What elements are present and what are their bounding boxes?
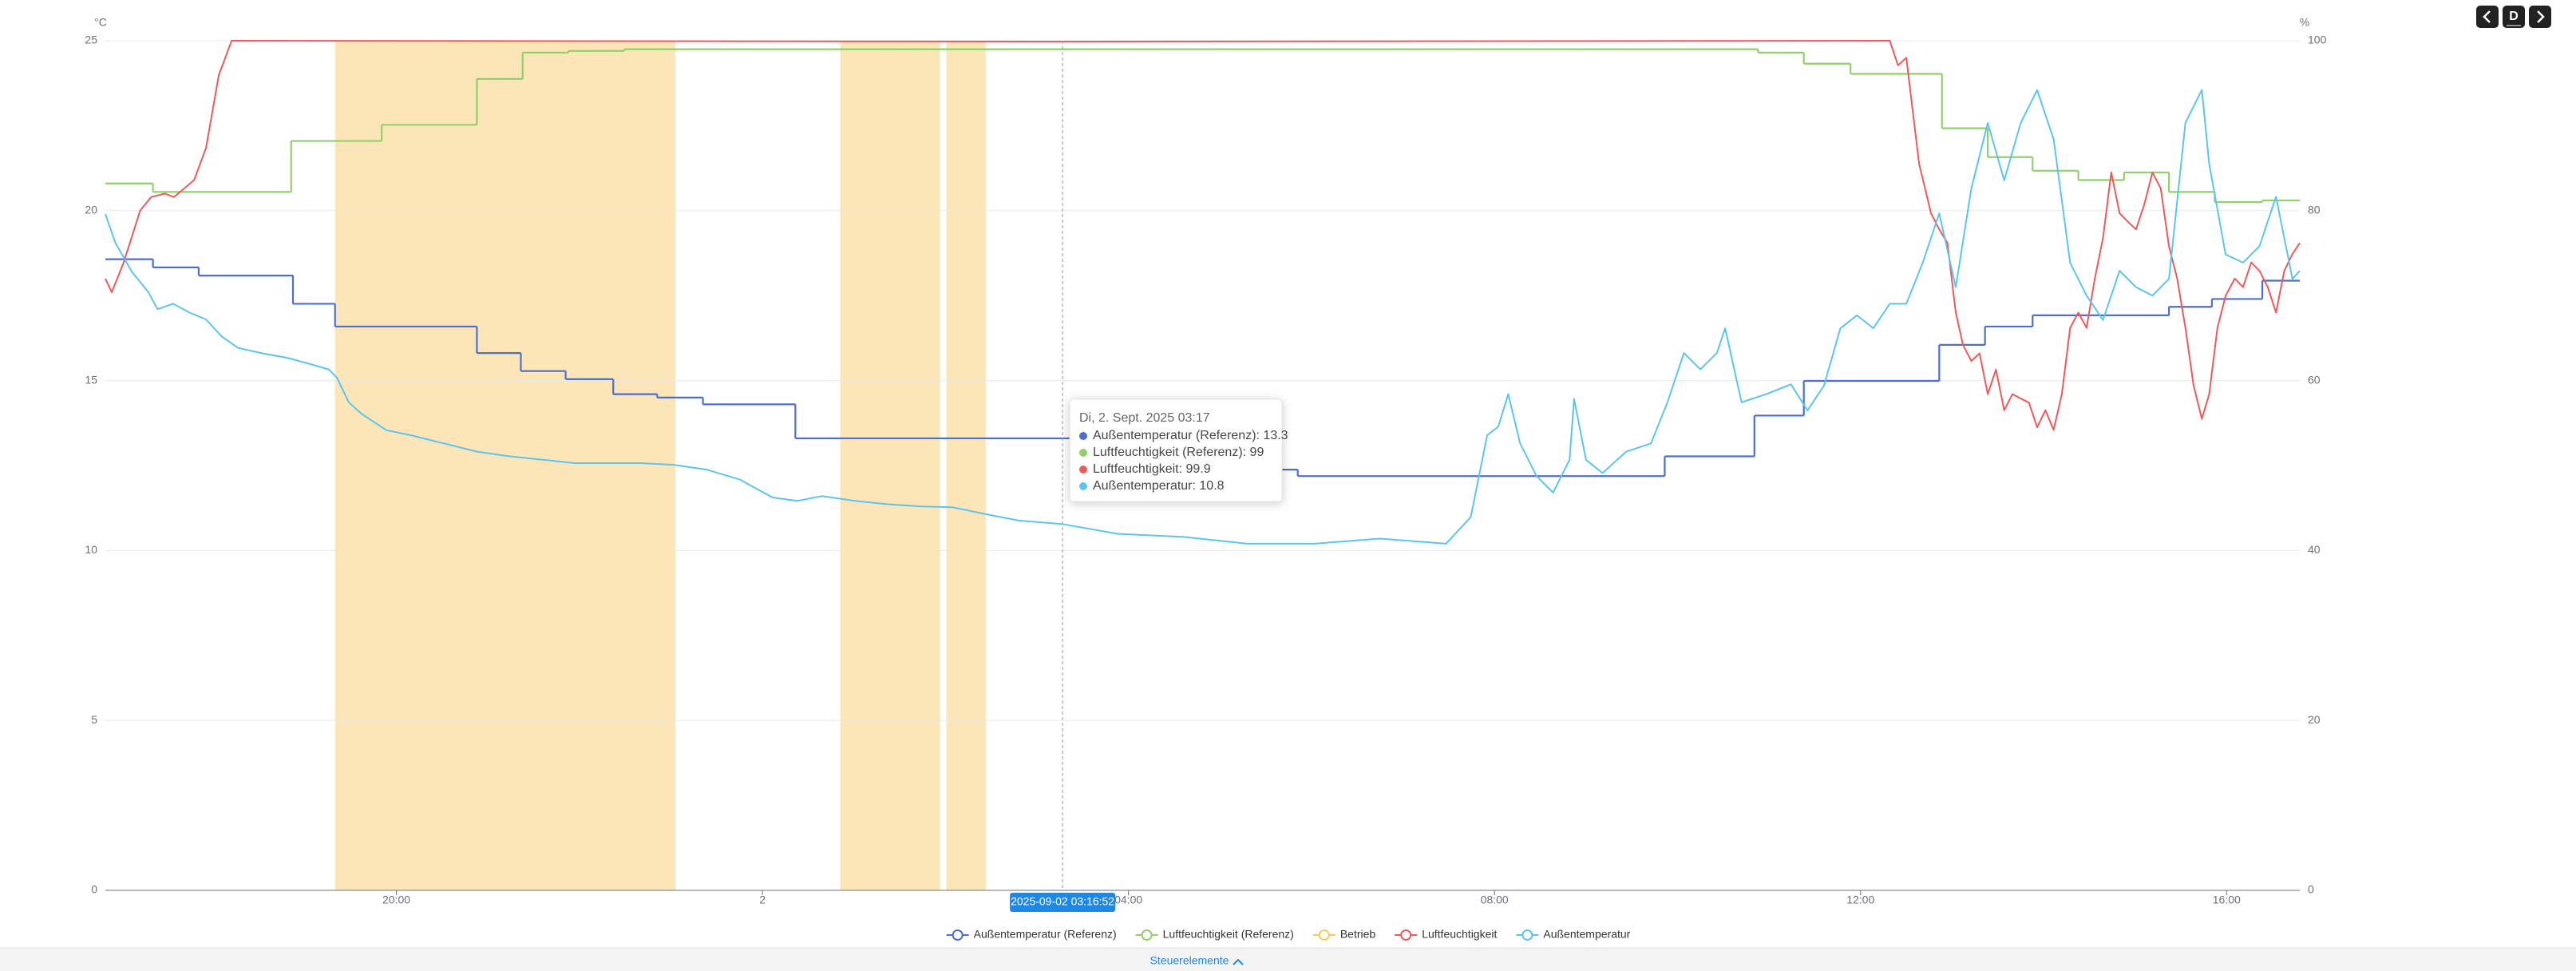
legend-icon-dot	[952, 929, 964, 941]
range-button[interactable]	[2503, 6, 2525, 28]
tooltip-dot	[1079, 449, 1087, 457]
legend-icon-dot	[1141, 929, 1153, 941]
prev-button[interactable]	[2476, 6, 2499, 28]
prev-icon	[2483, 10, 2491, 23]
legend-item[interactable]: Luftfeuchtigkeit	[1395, 928, 1497, 941]
series-line	[105, 89, 2301, 545]
tooltip-item: Luftfeuchtigkeit: 99.9	[1093, 462, 1211, 476]
crosshair-label: 2025-09-02 03:16:52	[1011, 895, 1114, 908]
tooltip-item: Außentemperatur (Referenz): 13.3	[1093, 429, 1288, 442]
y2-unit: %	[2300, 16, 2309, 29]
nav-controls: D	[2476, 6, 2551, 28]
x-tick-label: 20:00	[382, 894, 410, 906]
y2-tick-label: 40	[2308, 543, 2321, 556]
legend-item[interactable]: Betrieb	[1312, 928, 1376, 941]
x-tick-label: 08:00	[1481, 894, 1509, 906]
x-tick-label: 04:00	[1114, 894, 1142, 906]
legend-label: Luftfeuchtigkeit	[1422, 928, 1497, 941]
y2-tick-label: 20	[2308, 713, 2321, 726]
tooltip-dot	[1079, 482, 1087, 490]
tooltip-dot	[1079, 466, 1087, 474]
y-tick-label: 20	[85, 204, 97, 216]
legend-icon-dot	[1400, 929, 1412, 941]
legend-item[interactable]: Luftfeuchtigkeit (Referenz)	[1135, 928, 1294, 941]
series-line	[105, 40, 2301, 431]
y2-tick-label: 60	[2308, 373, 2321, 386]
footer-label[interactable]: Steuerelemente	[1150, 954, 1229, 967]
operation-band	[334, 41, 676, 890]
footer-bar	[0, 948, 2576, 971]
next-icon	[2537, 10, 2545, 23]
y2-tick-label: 100	[2308, 34, 2327, 46]
y-tick-label: 15	[85, 373, 97, 386]
crosshair-label-bg	[1010, 893, 1116, 912]
y-unit: °C	[94, 16, 107, 29]
legend-label: Betrieb	[1340, 928, 1376, 941]
footer-chevron	[1233, 958, 1244, 965]
y2-tick-label: 0	[2308, 883, 2314, 896]
y-tick-label: 25	[85, 34, 97, 46]
y-tick-label: 5	[91, 713, 97, 726]
tooltip-dot	[1079, 432, 1087, 440]
tooltip-box	[1069, 398, 1283, 502]
tooltip-item: Luftfeuchtigkeit (Referenz): 99	[1093, 446, 1264, 459]
legend-icon-dot	[1521, 929, 1533, 941]
x-tick-label: 12:00	[1846, 894, 1874, 906]
legend-label: Luftfeuchtigkeit (Referenz)	[1163, 928, 1294, 941]
next-button[interactable]	[2529, 6, 2551, 28]
tooltip-title: Di, 2. Sept. 2025 03:17	[1079, 411, 1210, 425]
legend-label: Außentemperatur (Referenz)	[974, 928, 1117, 941]
tooltip: Di, 2. Sept. 2025 03:17 Außentemperatur (…	[1069, 398, 1288, 502]
x-tick-label: 16:00	[2213, 894, 2241, 906]
legend-item[interactable]: Außentemperatur	[1516, 928, 1631, 941]
y-tick-label: 10	[85, 543, 97, 556]
tooltip-item: Außentemperatur: 10.8	[1093, 479, 1225, 493]
legend-icon-dot	[1318, 929, 1330, 941]
y-tick-label: 0	[91, 883, 97, 896]
legend-item[interactable]: Außentemperatur (Referenz)	[946, 928, 1117, 941]
footer-toggle[interactable]: Steuerelemente	[1150, 954, 1244, 967]
range-label[interactable]: D	[2509, 10, 2519, 23]
x-tick-label: 2	[759, 894, 766, 906]
operation-band	[946, 41, 986, 890]
y2-tick-label: 80	[2308, 204, 2321, 216]
legend-label: Außentemperatur	[1543, 928, 1630, 941]
operation-band	[840, 41, 940, 890]
